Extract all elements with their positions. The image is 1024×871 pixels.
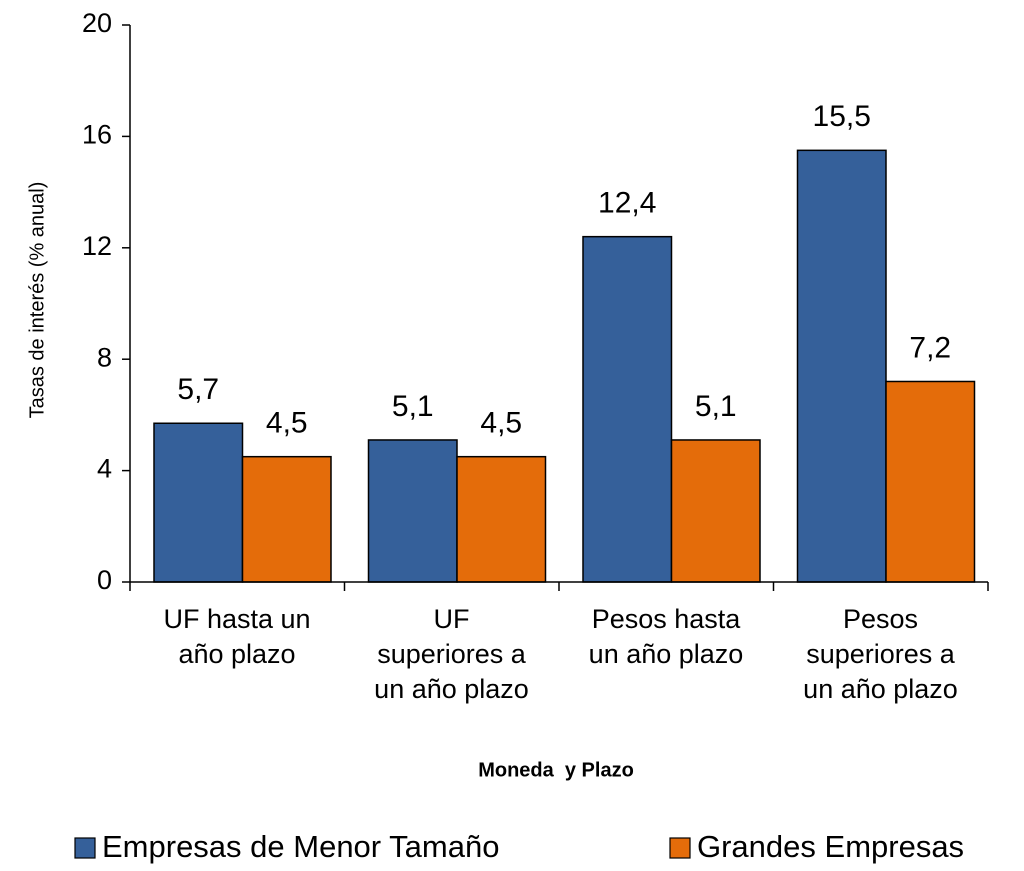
y-tick-label: 12 — [82, 231, 112, 261]
legend-swatch — [669, 837, 691, 859]
value-label: 7,2 — [909, 331, 951, 364]
y-tick-label: 4 — [97, 454, 112, 484]
bar — [670, 439, 761, 583]
value-label: 5,7 — [177, 373, 219, 406]
legend-swatch — [74, 837, 96, 859]
value-label: 15,5 — [813, 100, 871, 133]
x-tick-label: UF hasta un año plazo — [163, 604, 311, 669]
x-tick-label: Pesos hasta un año plazo — [588, 604, 744, 669]
bar — [582, 235, 673, 583]
bar — [456, 455, 547, 583]
bar — [885, 380, 976, 583]
value-label: 4,5 — [266, 407, 308, 440]
value-label: 5,1 — [695, 390, 737, 423]
x-tick-label: UF superiores a un año plazo — [374, 604, 529, 704]
bar — [367, 439, 458, 583]
y-tick-label: 16 — [82, 120, 112, 150]
y-tick-label: 0 — [97, 565, 112, 595]
bar — [241, 455, 332, 583]
value-label: 5,1 — [392, 390, 434, 423]
value-label: 12,4 — [598, 187, 656, 220]
value-label: 4,5 — [480, 407, 522, 440]
legend-label: Grandes Empresas — [697, 829, 964, 864]
bar — [796, 149, 887, 583]
legend-label: Empresas de Menor Tamaño — [102, 829, 499, 864]
x-tick-label: Pesos superiores a un año plazo — [803, 604, 958, 704]
y-axis-title: Tasas de interés (% anual) — [26, 182, 48, 419]
y-tick-label: 8 — [97, 342, 112, 372]
y-tick-label: 20 — [82, 8, 112, 38]
bar — [153, 422, 244, 583]
x-axis-title: Moneda y Plazo — [478, 759, 634, 781]
